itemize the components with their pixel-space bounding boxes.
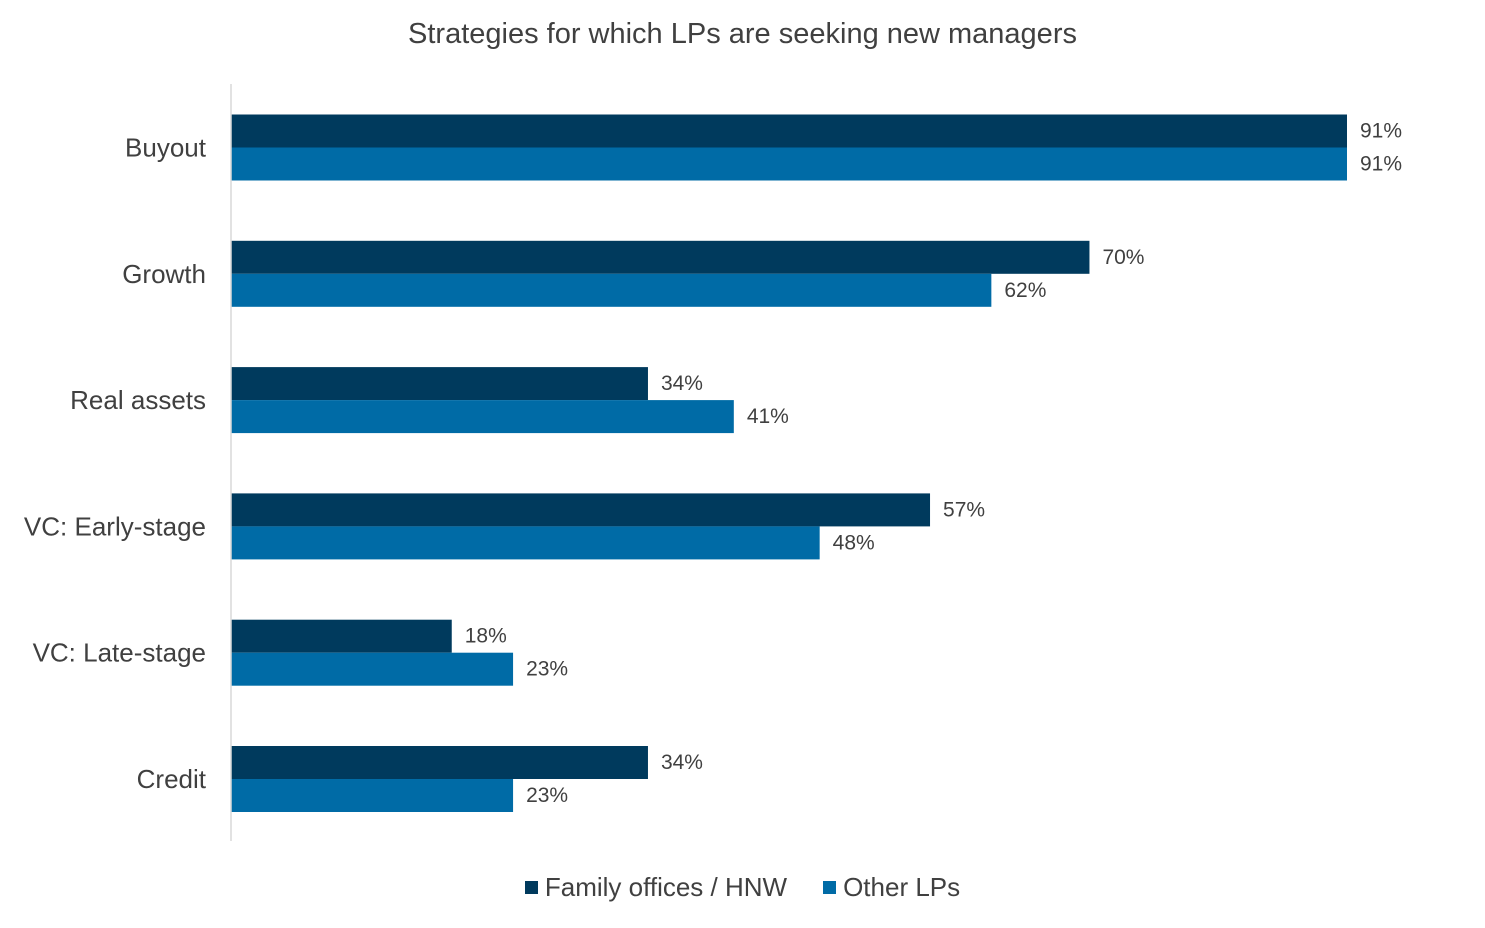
value-label-family-offices-hnw-vc-early-stage: 57% xyxy=(943,498,985,521)
category-label-growth: Growth xyxy=(122,259,206,289)
value-label-other-lps-growth: 62% xyxy=(1004,279,1046,302)
bar-family-offices-hnw-real-assets xyxy=(231,367,648,401)
value-label-family-offices-hnw-vc-late-stage: 18% xyxy=(465,625,507,648)
chart-title: Strategies for which LPs are seeking new… xyxy=(408,18,1077,50)
value-label-other-lps-credit: 23% xyxy=(526,784,568,807)
value-label-other-lps-vc-late-stage: 23% xyxy=(526,658,568,681)
bar-family-offices-hnw-vc-late-stage xyxy=(231,619,452,653)
category-label-real-assets: Real assets xyxy=(70,385,206,415)
bar-family-offices-hnw-growth xyxy=(231,240,1090,274)
legend-swatch-family-offices xyxy=(524,881,538,894)
bar-other-lps-vc-early-stage xyxy=(231,526,820,560)
category-label-vc-early-stage: VC: Early-stage xyxy=(24,511,206,541)
bar-other-lps-growth xyxy=(231,273,992,307)
value-label-other-lps-vc-early-stage: 48% xyxy=(833,531,875,554)
value-label-family-offices-hnw-buyout: 91% xyxy=(1360,120,1402,143)
value-label-family-offices-hnw-credit: 34% xyxy=(661,751,703,774)
value-label-other-lps-real-assets: 41% xyxy=(747,405,789,428)
category-label-credit: Credit xyxy=(137,764,207,794)
bar-other-lps-buyout xyxy=(231,147,1347,181)
legend-label-other-lps: Other LPs xyxy=(843,872,961,902)
value-label-family-offices-hnw-growth: 70% xyxy=(1102,246,1144,269)
bar-other-lps-real-assets xyxy=(231,400,734,434)
legend-item-other-lps: Other LPs xyxy=(823,872,960,903)
legend-swatch-other-lps xyxy=(823,881,837,894)
bar-family-offices-hnw-buyout xyxy=(231,114,1347,148)
bar-family-offices-hnw-vc-early-stage xyxy=(231,493,931,527)
legend-label-family-offices: Family offices / HNW xyxy=(544,872,788,902)
bars-group xyxy=(231,114,1347,812)
bar-other-lps-vc-late-stage xyxy=(231,652,514,686)
value-label-other-lps-buyout: 91% xyxy=(1360,153,1402,176)
bar-family-offices-hnw-credit xyxy=(231,746,648,779)
category-label-vc-late-stage: VC: Late-stage xyxy=(33,638,206,668)
category-label-buyout: Buyout xyxy=(125,133,207,163)
bar-other-lps-credit xyxy=(231,779,514,812)
legend: Family offices / HNW Other LPs xyxy=(0,872,1485,903)
value-label-family-offices-hnw-real-assets: 34% xyxy=(661,372,703,395)
legend-item-family-offices: Family offices / HNW xyxy=(524,872,788,903)
labels-group: Buyout 91% 91% Growth 70% 62% Real assets 34% 41… xyxy=(24,120,1402,808)
